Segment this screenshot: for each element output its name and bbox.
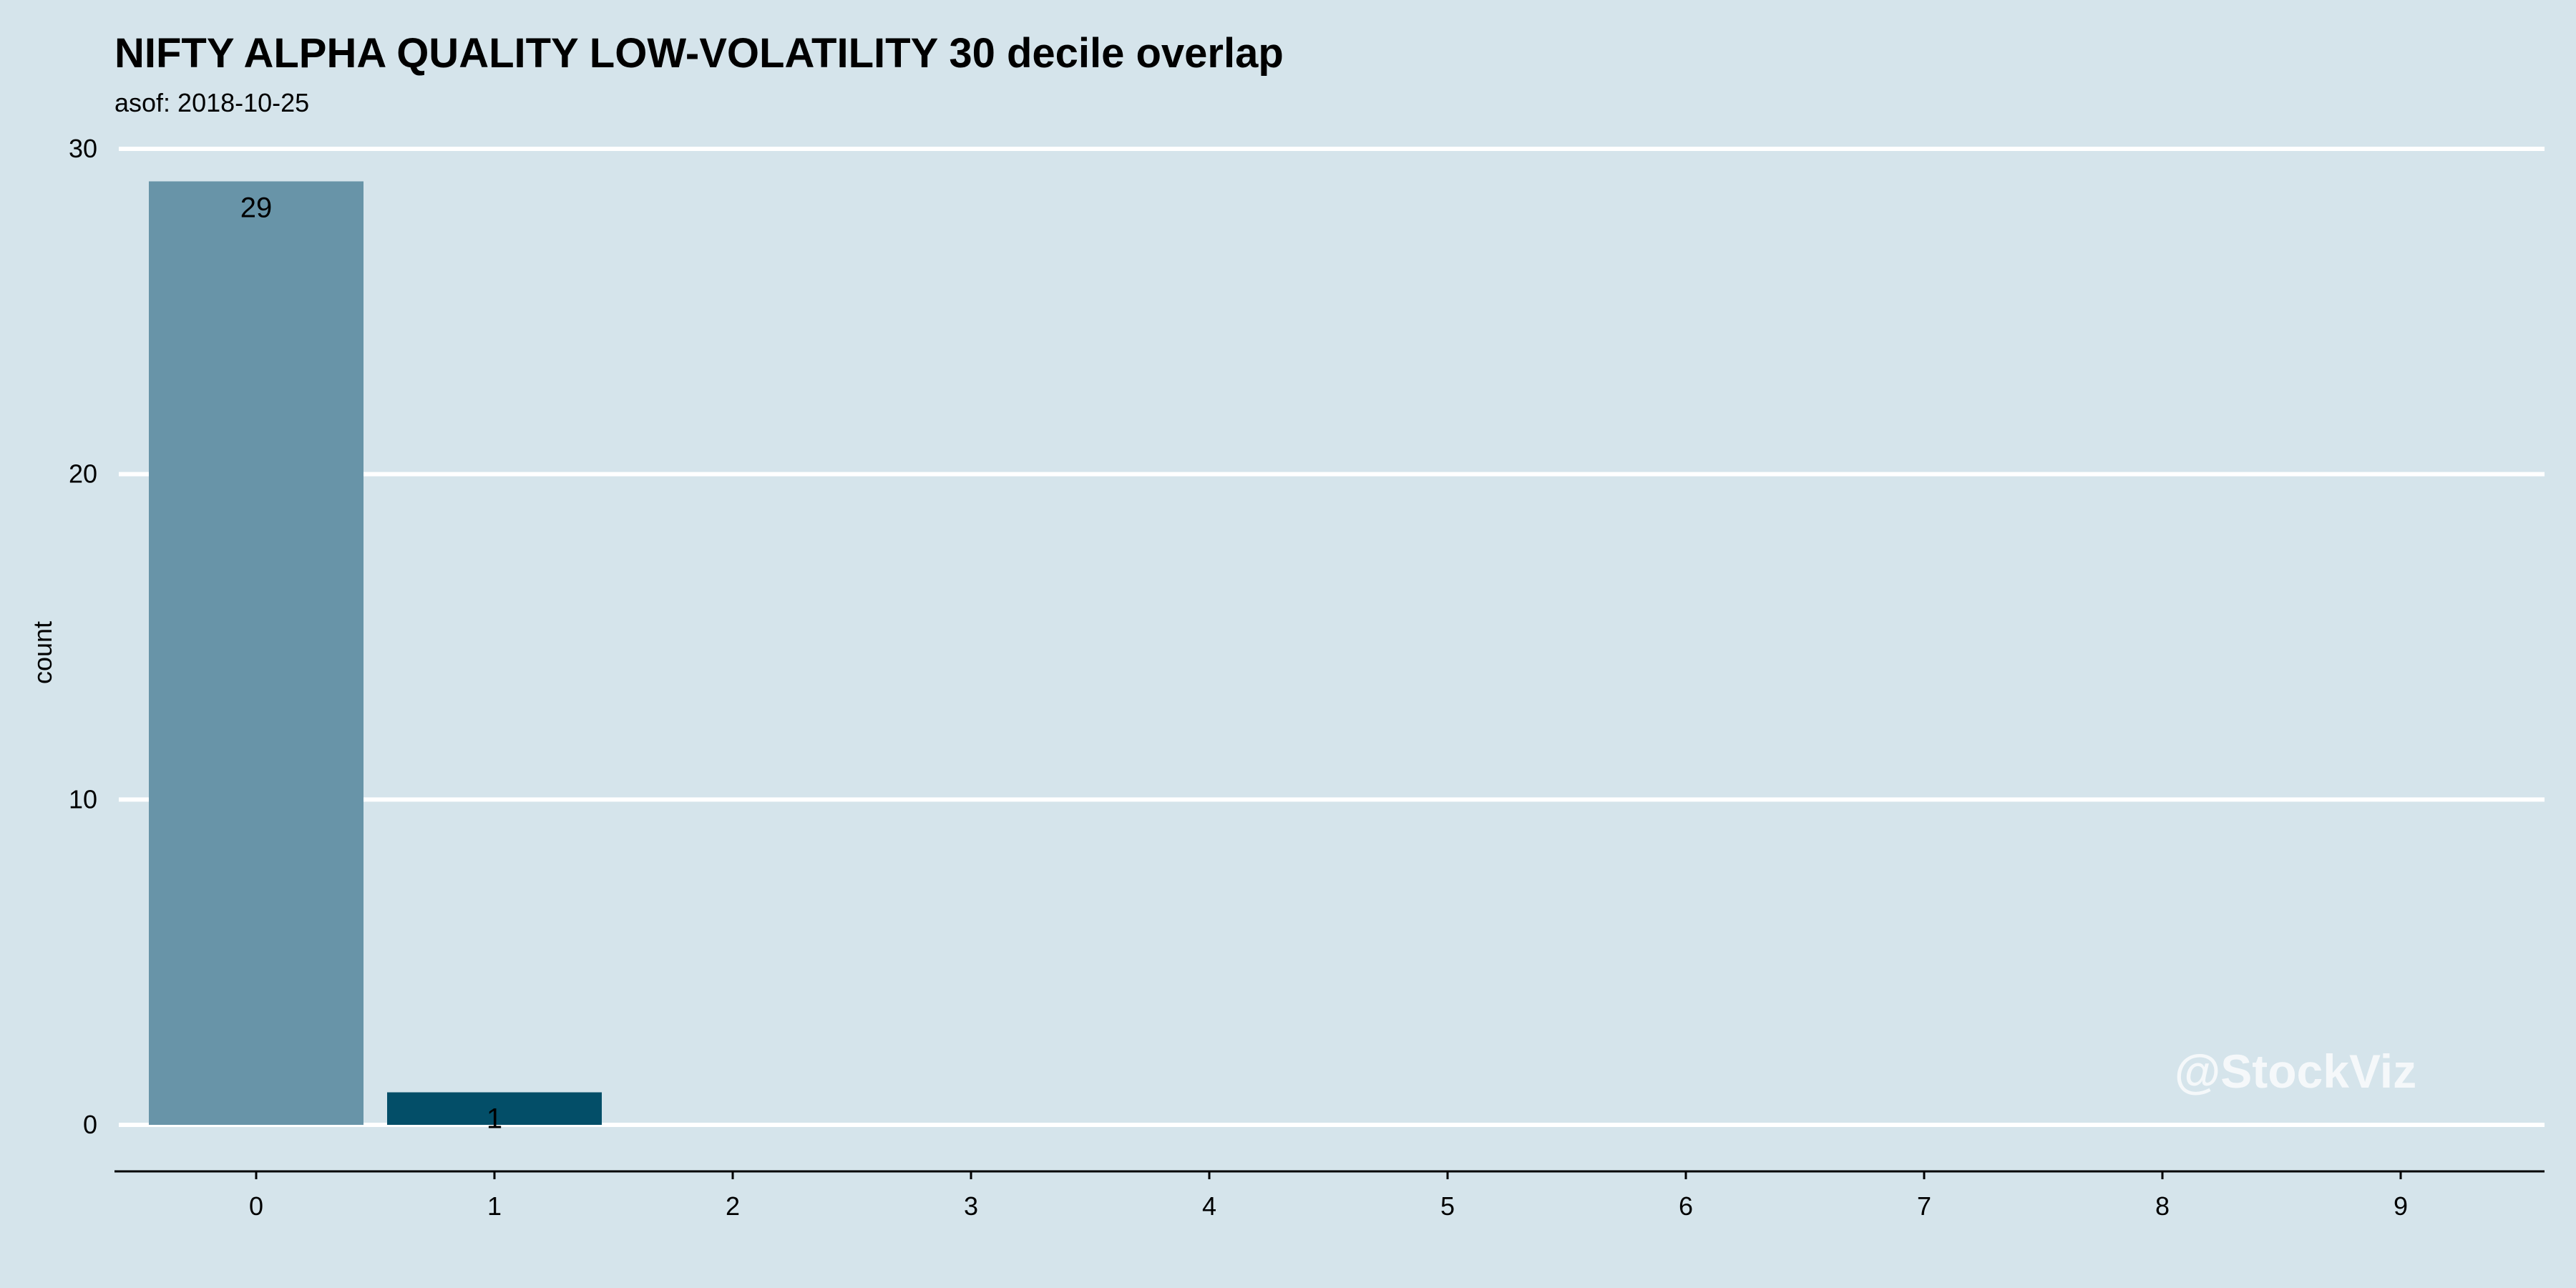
- x-tick-label: 6: [1679, 1191, 1693, 1221]
- y-tick-label: 0: [83, 1110, 97, 1139]
- bar-labels: 29 1: [240, 192, 502, 1134]
- bar: [149, 181, 364, 1125]
- y-tick-label: 10: [69, 784, 97, 814]
- x-tick-label: 1: [487, 1191, 502, 1221]
- bars: [149, 181, 602, 1125]
- y-axis-title: count: [28, 621, 57, 684]
- data-label: 1: [487, 1103, 502, 1135]
- data-label: 29: [240, 192, 273, 223]
- x-tick-label: 3: [964, 1191, 978, 1221]
- watermark: @StockViz: [2175, 1045, 2416, 1098]
- x-tick-label: 8: [2155, 1191, 2170, 1221]
- y-tick-label: 20: [69, 459, 97, 489]
- x-tick-label: 2: [726, 1191, 740, 1221]
- bar: [387, 1092, 602, 1125]
- x-tick-label: 5: [1440, 1191, 1455, 1221]
- chart-subtitle: asof: 2018-10-25: [114, 88, 309, 117]
- y-tick-label: 30: [69, 134, 97, 163]
- x-tick-label: 7: [1917, 1191, 1931, 1221]
- x-tick-label: 4: [1202, 1191, 1216, 1221]
- x-tick-label: 0: [249, 1191, 263, 1221]
- x-axis-ticks: 0 1 2 3 4 5 6 7 8 9: [249, 1171, 2408, 1221]
- y-axis-ticks: 0 10 20 30: [69, 134, 97, 1139]
- x-tick-label: 9: [2394, 1191, 2408, 1221]
- chart-title: NIFTY ALPHA QUALITY LOW-VOLATILITY 30 de…: [114, 30, 1284, 77]
